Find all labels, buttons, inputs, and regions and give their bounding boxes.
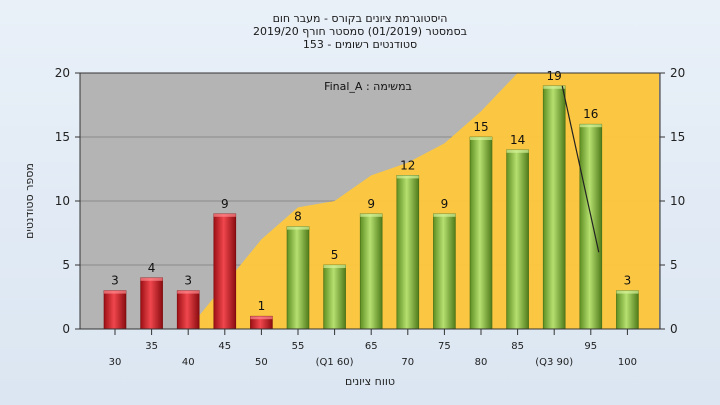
bar-cap (323, 265, 346, 268)
bar-cap (506, 149, 529, 153)
x-tick-label: 100 (618, 357, 637, 368)
x-tick-label: (Q1 60) (316, 357, 354, 368)
bars (103, 85, 639, 330)
bar-cap (213, 213, 236, 217)
y-tick-label-right: 15 (670, 130, 685, 144)
bar (616, 290, 639, 330)
y-axis-right: 0 5 10 15 20 (660, 66, 685, 336)
x-tick-label: 30 (109, 357, 122, 368)
trend-line (561, 85, 600, 253)
y-tick-label-right: 0 (670, 322, 678, 336)
bar (103, 290, 127, 330)
bar-cap (360, 213, 383, 217)
bar-value-label: 1 (258, 299, 266, 313)
bar-value-label: 3 (624, 274, 632, 288)
bar-value-label: 14 (510, 133, 525, 147)
x-tick-label: 35 (145, 341, 158, 352)
bar-value-label: 12 (400, 158, 415, 172)
title-line-3: סטודנטים רשומים - 153 (303, 38, 417, 51)
x-tick-label: 70 (401, 357, 414, 368)
x-tick-label: 95 (584, 341, 597, 352)
bar-cap (396, 175, 419, 179)
bar-value-label: 9 (367, 197, 375, 211)
bar-cap (287, 226, 309, 230)
bar-value-label: 8 (294, 210, 302, 224)
bar (579, 123, 603, 330)
y-tick-label-left: 0 (62, 322, 70, 336)
x-axis-title: טווח ציונים (345, 375, 395, 388)
bar-value-label: 3 (184, 274, 192, 288)
x-tick-label: 80 (475, 357, 488, 368)
bar-value-label: 9 (441, 197, 449, 211)
bar (286, 226, 310, 330)
bar-cap (104, 290, 126, 294)
bar-value-label: 3 (111, 274, 119, 288)
bar-cap (616, 290, 639, 294)
bar-cap (470, 137, 492, 140)
bar (213, 213, 237, 330)
bar (140, 277, 163, 330)
bar (323, 264, 346, 330)
bar-value-label: 19 (547, 69, 562, 83)
x-tick-label: 50 (255, 357, 268, 368)
bar (176, 290, 200, 330)
y-tick-label-right: 20 (670, 66, 685, 80)
bar-value-label: 4 (148, 261, 156, 275)
x-tick-label: (Q3 90) (535, 357, 573, 368)
y-tick-label-left: 10 (55, 194, 70, 208)
y-tick-label-left: 20 (55, 66, 70, 80)
chart-title: היסטוגרמת ציונים בקורס - מעבר חום בסמסטר… (253, 12, 467, 51)
bar (359, 213, 383, 330)
title-line-2: בסמסטר (01/2019) סמסטר חורף 2019/20 (253, 25, 467, 38)
x-tick-label: 75 (438, 341, 451, 352)
y-tick-label-right: 5 (670, 258, 678, 272)
bar (433, 213, 456, 330)
bar-cap (140, 277, 163, 281)
bar-value-label: 15 (473, 120, 488, 134)
bar (542, 85, 566, 330)
bar-cap (579, 124, 602, 128)
bar-value-label: 9 (221, 197, 229, 211)
y-tick-label-left: 5 (62, 258, 70, 272)
bar (506, 149, 529, 330)
x-axis: 30 35 40 45 50 55 (Q1 60) 65 70 75 80 85 (Q3 90) 95 10… (109, 329, 637, 368)
x-tick-label: 65 (365, 341, 378, 352)
title-line-1: היסטוגרמת ציונים בקורס - מעבר חום (273, 12, 448, 25)
x-tick-label: 85 (511, 341, 524, 352)
x-tick-label: 45 (218, 341, 231, 352)
bar-cap (250, 316, 273, 320)
bar-value-label: 16 (583, 107, 598, 121)
x-tick-label: 55 (292, 341, 305, 352)
y-tick-label-left: 15 (55, 130, 70, 144)
bar-cap (177, 290, 200, 294)
y-axis-left: 0 5 10 15 20 (55, 66, 80, 336)
bar-cap (543, 85, 566, 89)
bar-cap (433, 213, 456, 217)
bar-value-label: 5 (331, 248, 339, 262)
x-tick-label: 40 (182, 357, 195, 368)
y-tick-label-right: 10 (670, 194, 685, 208)
value-labels: 3 4 3 9 1 8 5 9 12 9 15 14 19 16 3 (111, 69, 631, 313)
y-axis-title: מספר סטודנטים (23, 163, 36, 239)
chart-annotation: Final_A : במשימה (324, 80, 412, 93)
bar (396, 175, 420, 330)
bar (469, 136, 493, 330)
